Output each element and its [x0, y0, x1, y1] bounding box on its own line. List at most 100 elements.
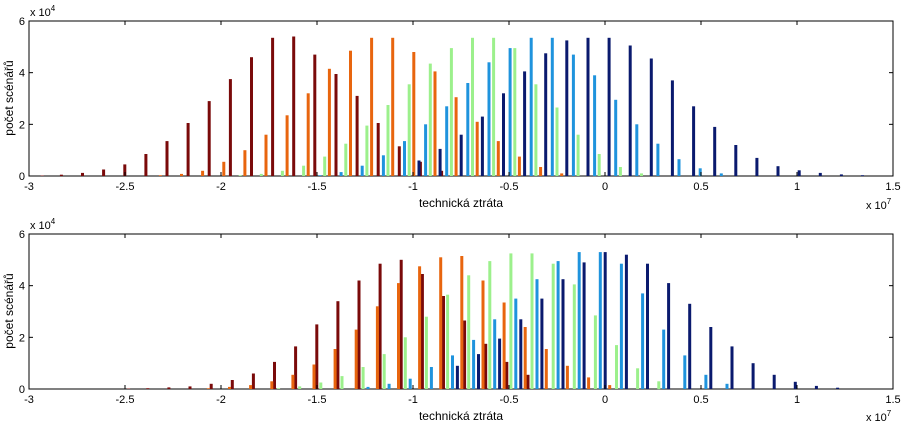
x-tick-label-top-0: -3 — [24, 181, 34, 193]
bar-top-s3-7 — [466, 83, 470, 176]
bar-bottom-s1-8 — [375, 306, 379, 389]
bar-top-s0-7 — [186, 123, 190, 176]
bar-top-s4-7 — [565, 40, 569, 177]
bar-top-s3-13 — [593, 75, 597, 177]
bar-bottom-s4-12 — [709, 327, 713, 389]
bar-top-s2-11 — [471, 37, 474, 176]
bar-top-s0-14 — [334, 74, 338, 176]
y-tick-label-bottom-0: 0 — [19, 384, 25, 396]
bar-top-s2-0 — [238, 175, 242, 176]
bar-bottom-s2-6 — [403, 337, 407, 389]
bar-bottom-s2-3 — [340, 376, 344, 389]
x-axis-label-top: technická ztráta — [419, 196, 503, 210]
bar-top-s0-6 — [165, 141, 169, 176]
bar-top-s4-5 — [523, 71, 527, 176]
bar-top-s4-0 — [417, 160, 421, 176]
bar-top-s4-17 — [776, 166, 780, 176]
bar-top-s2-9 — [428, 63, 432, 176]
bar-top-s2-7 — [386, 105, 390, 176]
bar-bottom-s2-14 — [572, 284, 576, 389]
y-tick-label-bottom-2: 4 — [19, 281, 25, 293]
x-ticks-top: -3 -2.5 -2 -1.5 -1 -0.5 0 0.5 1 1.5 — [24, 21, 901, 193]
x-tick-label-bottom-9: 1.5 — [885, 394, 900, 406]
bar-top-s3-3 — [381, 155, 385, 176]
bar-bottom-s3-11 — [598, 252, 602, 389]
x-ticks-bottom: -3 -2.5 -2 -1.5 -1 -0.5 0 0.5 1 1.5 — [24, 234, 901, 406]
bar-top-s3-8 — [487, 62, 491, 176]
bar-bottom-s3-15 — [683, 355, 687, 389]
bar-top-s3-4 — [403, 141, 406, 176]
bar-bottom-s3-4 — [451, 355, 454, 389]
bar-bottom-s3-17 — [725, 383, 729, 389]
bar-top-s3-5 — [424, 124, 428, 176]
bar-bottom-s2-1 — [298, 386, 302, 389]
bar-bottom-s4-3 — [519, 319, 523, 390]
bar-bottom-s2-13 — [551, 263, 555, 389]
x-tick-label-top-3: -1.5 — [308, 181, 327, 193]
x-tick-label-top-4: -1 — [408, 181, 418, 193]
bar-top-s0-16 — [376, 123, 380, 176]
bar-bottom-s3-5 — [472, 339, 476, 389]
bar-bottom-s4-1 — [477, 354, 480, 389]
x-tick-label-bottom-8: 1 — [794, 394, 800, 406]
bar-top-s2-2 — [280, 170, 284, 176]
bar-top-s2-16 — [576, 134, 580, 176]
bar-bottom-s0-19 — [526, 374, 530, 389]
x-tick-label-top-9: 1.5 — [885, 181, 900, 193]
bar-bottom-s1-0 — [206, 388, 210, 389]
bar-top-s4-10 — [628, 45, 632, 176]
bar-top-s4-1 — [438, 148, 442, 176]
bar-top-s1-12 — [412, 52, 416, 176]
bar-bottom-s0-8 — [294, 346, 298, 389]
y-exponent-label-bottom: x 104 — [30, 217, 56, 232]
bar-bottom-s0-16 — [463, 320, 467, 389]
bar-bottom-s2-7 — [424, 316, 428, 389]
bar-top-s1-13 — [433, 71, 437, 176]
bar-top-s2-5 — [344, 143, 348, 176]
bar-bottom-s2-17 — [636, 368, 640, 389]
bar-top-s3-19 — [719, 173, 723, 176]
bar-bottom-s0-11 — [357, 280, 361, 389]
y-tick-label-top-0: 0 — [19, 171, 25, 183]
bar-top-s2-8 — [407, 84, 411, 176]
bar-top-s0-3 — [102, 169, 106, 176]
bar-top-s1-14 — [454, 97, 458, 176]
bar-bottom-s0-13 — [399, 259, 403, 389]
bar-bottom-s4-17 — [814, 385, 818, 389]
x-tick-label-bottom-7: 0.5 — [693, 394, 708, 406]
bar-top-s0-8 — [207, 101, 211, 176]
bar-bottom-s2-18 — [657, 381, 661, 390]
bar-top-s2-13 — [513, 48, 517, 176]
bar-top-s3-9 — [508, 48, 512, 176]
bar-bottom-s4-14 — [751, 363, 755, 389]
bar-top-s4-9 — [607, 37, 611, 176]
bar-top-s3-15 — [635, 124, 639, 176]
bar-top-s4-2 — [459, 134, 463, 176]
bar-top-s2-1 — [259, 173, 263, 176]
bar-bottom-s1-2 — [249, 385, 253, 389]
bar-bottom-s1-6 — [333, 349, 337, 389]
bar-bottom-s1-15 — [523, 327, 527, 389]
bar-bottom-s3-7 — [514, 298, 518, 389]
y-exponent-label-top: x 104 — [30, 4, 56, 19]
bar-top-s4-3 — [480, 116, 484, 176]
bar-bottom-s1-7 — [354, 329, 358, 389]
bar-bottom-s0-0 — [127, 388, 131, 389]
bar-top-s3-18 — [698, 168, 702, 177]
bar-bottom-s1-13 — [481, 280, 485, 389]
bar-top-s4-13 — [692, 106, 696, 177]
bar-top-s1-2 — [201, 170, 205, 176]
bar-top-s1-0 — [158, 175, 162, 176]
x-tick-label-bottom-0: -3 — [24, 394, 34, 406]
bar-bottom-s2-8 — [446, 294, 450, 389]
bar-top-s2-4 — [323, 156, 327, 176]
bar-top-s3-1 — [339, 172, 343, 176]
bar-bottom-s0-4 — [209, 383, 213, 389]
bar-bottom-s1-14 — [502, 302, 506, 389]
bars-bottom — [127, 252, 840, 390]
bar-top-s4-15 — [734, 145, 738, 176]
bar-bottom-s2-9 — [467, 275, 471, 389]
y-ticks-bottom: 0 2 4 6 — [19, 229, 893, 396]
bar-bottom-s4-16 — [793, 381, 797, 389]
bar-bottom-s0-12 — [378, 263, 382, 389]
